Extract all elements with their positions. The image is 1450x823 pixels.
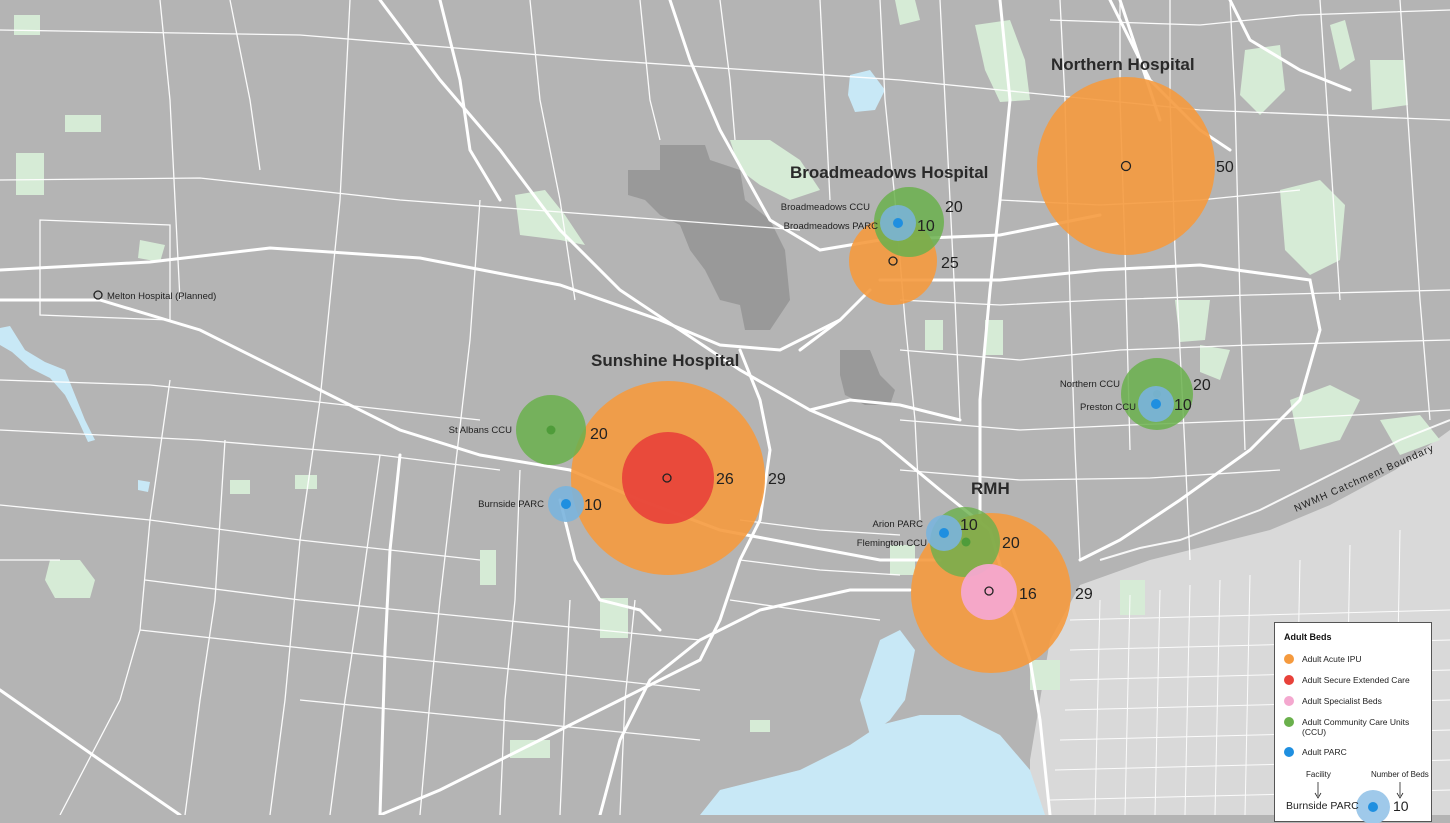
melton-hospital-label: Melton Hospital (Planned) xyxy=(107,291,216,302)
legend-parc-swatch xyxy=(1284,747,1294,757)
broadmeadows-hospital-marker[interactable] xyxy=(888,256,898,266)
burnside-parc-dot[interactable] xyxy=(561,499,571,509)
northern-ccu-label: Northern CCU xyxy=(1060,379,1120,390)
catchment-boundary xyxy=(1099,419,1450,561)
legend-facility-caption: Facility xyxy=(1306,770,1331,779)
legend-arrows xyxy=(1314,782,1404,823)
burnside-parc-label: Burnside PARC xyxy=(478,499,544,510)
legend-item-parc: Adult PARC xyxy=(1284,747,1347,757)
broadmeadows-acute-beds: 25 xyxy=(941,255,959,272)
legend-item-ccu: Adult Community Care Units (CCU) xyxy=(1284,717,1414,737)
legend-example-facility: Burnside PARC xyxy=(1286,800,1359,812)
northern-hospital-title: Northern Hospital xyxy=(1051,55,1195,74)
northern-acute-beds: 50 xyxy=(1216,159,1234,176)
burnside-parc-beds: 10 xyxy=(584,497,602,514)
arion-parc-label: Arion PARC xyxy=(872,519,923,530)
st-albans-ccu-label: St Albans CCU xyxy=(449,425,512,436)
rmh-title: RMH xyxy=(971,479,1010,498)
water xyxy=(0,70,1045,815)
legend-secure-swatch xyxy=(1284,675,1294,685)
broadmeadows-parc-beds: 10 xyxy=(917,218,935,235)
arion-parc-dot[interactable] xyxy=(939,528,949,538)
rmh-specialist-bubble[interactable] xyxy=(961,564,1017,620)
legend-parc-label: Adult PARC xyxy=(1302,747,1347,757)
flemington-ccu-dot[interactable] xyxy=(961,537,971,547)
flemington-ccu-beds: 20 xyxy=(1002,535,1020,552)
rmh-acute-beds: 29 xyxy=(1075,586,1093,603)
preston-ccu-dot[interactable] xyxy=(1151,399,1161,409)
melton-hospital-marker[interactable] xyxy=(93,290,103,300)
broadmeadows-ccu-label: Broadmeadows CCU xyxy=(781,202,870,213)
st-albans-ccu-dot[interactable] xyxy=(546,425,556,435)
broadmeadows-hospital-title: Broadmeadows Hospital xyxy=(790,163,988,182)
broadmeadows-parc-label: Broadmeadows PARC xyxy=(784,221,878,232)
rmh-hospital-marker[interactable] xyxy=(984,586,994,596)
preston-ccu-beds: 10 xyxy=(1174,397,1192,414)
legend: Adult Beds Adult Acute IPU Adult Secure … xyxy=(1274,622,1432,823)
legend-item-acute: Adult Acute IPU xyxy=(1284,654,1362,664)
rmh-specialist-beds: 16 xyxy=(1019,586,1037,603)
sunshine-acute-beds: 29 xyxy=(768,471,786,488)
airport-area xyxy=(628,145,790,330)
legend-specialist-swatch xyxy=(1284,696,1294,706)
northern-hospital-marker[interactable] xyxy=(1120,160,1132,172)
legend-example-beds: 10 xyxy=(1393,798,1409,814)
legend-acute-label: Adult Acute IPU xyxy=(1302,654,1362,664)
legend-ccu-label: Adult Community Care Units (CCU) xyxy=(1302,717,1410,737)
sunshine-secure-beds: 26 xyxy=(716,471,734,488)
sunshine-hospital-title: Sunshine Hospital xyxy=(591,351,739,370)
st-albans-ccu-beds: 20 xyxy=(590,426,608,443)
legend-acute-swatch xyxy=(1284,654,1294,664)
industrial-area xyxy=(840,350,895,405)
legend-ccu-swatch xyxy=(1284,717,1294,727)
northern-acute-bubble[interactable] xyxy=(1037,77,1215,255)
legend-specialist-label: Adult Specialist Beds xyxy=(1302,696,1382,706)
legend-beds-caption: Number of Beds xyxy=(1371,770,1429,779)
broadmeadows-ccu-beds: 20 xyxy=(945,199,963,216)
legend-secure-label: Adult Secure Extended Care xyxy=(1302,675,1410,685)
legend-item-secure: Adult Secure Extended Care xyxy=(1284,675,1410,685)
legend-item-specialist: Adult Specialist Beds xyxy=(1284,696,1382,706)
flemington-ccu-label: Flemington CCU xyxy=(857,538,927,549)
broadmeadows-parc-dot[interactable] xyxy=(893,218,903,228)
sunshine-hospital-marker[interactable] xyxy=(662,473,672,483)
arion-parc-beds: 10 xyxy=(960,517,978,534)
preston-ccu-label: Preston CCU xyxy=(1080,402,1136,413)
legend-title: Adult Beds xyxy=(1284,632,1332,642)
sunshine-secure-bubble[interactable] xyxy=(622,432,714,524)
northern-ccu-beds: 20 xyxy=(1193,377,1211,394)
